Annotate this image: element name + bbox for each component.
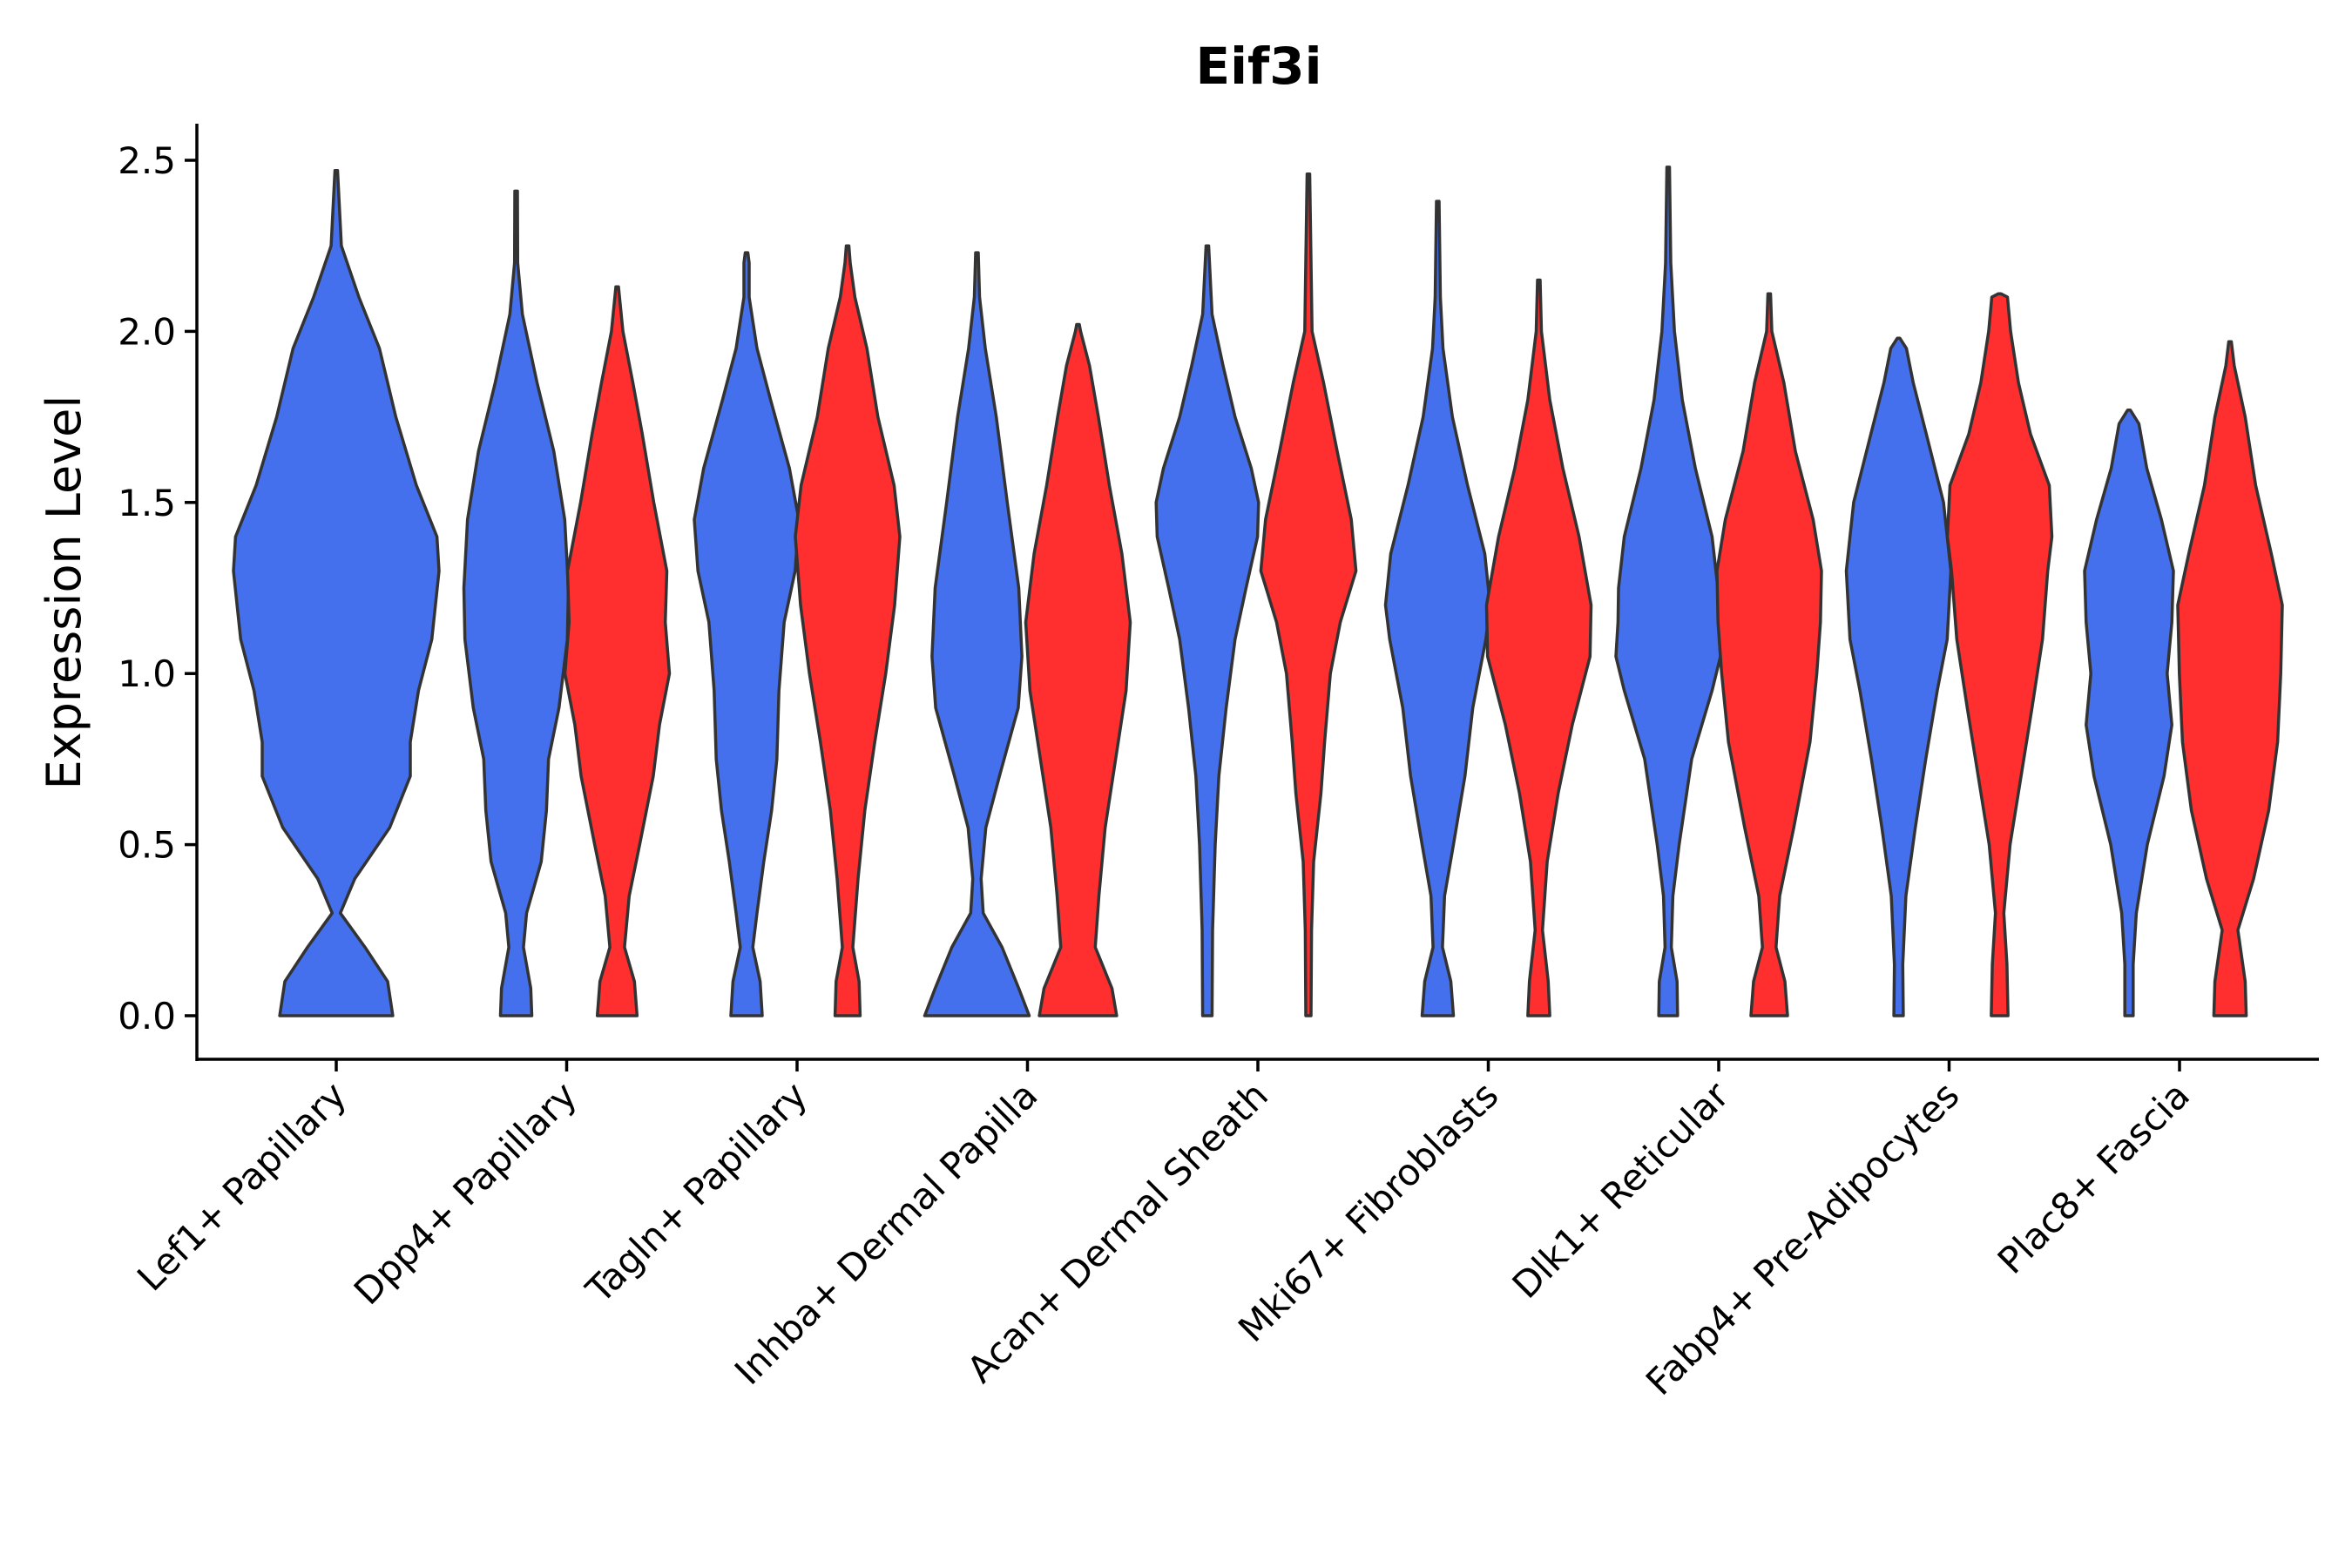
violin-group1-tagln-papillary: [693, 251, 801, 1017]
violin-group2-tagln-papillary: [794, 244, 902, 1017]
violin-group1-dpp4-papillary: [462, 189, 571, 1017]
violin-group1-plac8-fascia: [2083, 408, 2175, 1017]
x-tick-label: Tagln+ Papillary: [578, 1073, 815, 1311]
violin-group1-acan-dermal-sheath: [1154, 244, 1260, 1017]
violin-group2-mki67-fibroblasts: [1484, 278, 1593, 1017]
y-axis-ticks: 0.0 0.5 1.0 1.5 2.0 2.5: [118, 139, 197, 1037]
violin-group2-inhba-dermal-papilla: [1024, 322, 1132, 1017]
y-tick-label: 1.5: [118, 482, 176, 524]
y-tick-label: 0.5: [118, 824, 176, 867]
violin-group1-lef1-papillary: [232, 169, 441, 1017]
violin-group2-dlk1-reticular: [1715, 292, 1823, 1017]
violin-group: [232, 166, 2284, 1017]
violin-group2-plac8-fascia: [2176, 340, 2284, 1017]
y-tick-label: 0.0: [118, 995, 176, 1037]
chart-title: Eif3i: [1196, 37, 1322, 96]
violin-group1-mki67-fibroblasts: [1383, 199, 1492, 1017]
y-tick-label: 2.0: [118, 310, 176, 353]
x-tick-label: Lef1+ Papillary: [129, 1073, 355, 1299]
violin-group1-fabp4-pre-adipocytes: [1844, 336, 1953, 1017]
x-tick-label: Dpp4+ Papillary: [346, 1073, 585, 1313]
violin-group2-dpp4-papillary: [563, 285, 672, 1017]
violin-group1-dlk1-reticular: [1614, 166, 1722, 1017]
violin-group2-fabp4-pre-adipocytes: [1945, 292, 2054, 1017]
violin-group2-acan-dermal-sheath: [1259, 172, 1358, 1017]
x-tick-label: Dlk1+ Reticular: [1504, 1073, 1738, 1307]
y-tick-label: 1.0: [118, 652, 176, 695]
y-tick-label: 2.5: [118, 139, 176, 182]
x-tick-label: Mki67+ Fibroblasts: [1230, 1073, 1506, 1349]
x-tick-label: Plac8+ Fascia: [1990, 1073, 2198, 1281]
y-axis-label: Expression Level: [37, 395, 91, 790]
violin-group1-inhba-dermal-papilla: [923, 251, 1031, 1017]
